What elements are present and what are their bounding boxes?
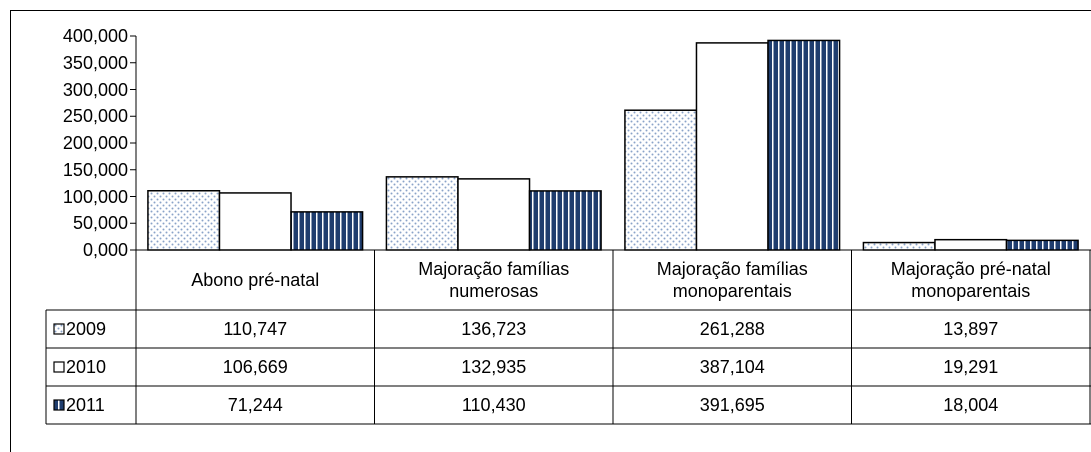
bar — [528, 190, 602, 251]
y-tick-label: 350,000 — [62, 52, 128, 73]
legend-label: 2011 — [66, 395, 105, 415]
chart-border — [10, 10, 1091, 452]
y-tick-label: 250,000 — [62, 106, 128, 127]
y-tick-label: 100,000 — [62, 186, 128, 207]
table-cell: 19,291 — [943, 357, 999, 377]
legend-label: 2010 — [66, 357, 107, 377]
table-cell: 110,747 — [223, 319, 288, 339]
table-cell: 132,935 — [461, 357, 527, 377]
y-tick-label: 200,000 — [62, 133, 128, 153]
legend-label: 2009 — [66, 319, 107, 339]
legend-key — [53, 323, 65, 335]
table-cell: 71,244 — [227, 395, 283, 415]
legend-key — [53, 399, 65, 411]
bar — [695, 42, 769, 251]
x-tick-label: Majoração famílias monoparentais — [656, 259, 808, 301]
x-tick-label: Majoração famílias numerosas — [418, 259, 570, 301]
bar — [624, 109, 698, 251]
x-tick-label: Majoração pré-natal monoparentais — [890, 259, 1051, 301]
bar — [290, 211, 364, 251]
legend-key — [53, 361, 65, 373]
bar — [385, 176, 459, 251]
bar — [218, 192, 292, 251]
x-tick-label: Abono pré-natal — [191, 270, 320, 290]
bar — [147, 190, 221, 251]
bar — [934, 238, 1008, 251]
bar — [767, 39, 841, 251]
table-cell: 136,723 — [461, 319, 527, 339]
table-cell: 261,288 — [699, 319, 765, 339]
table-cell: 387,104 — [699, 357, 765, 377]
table-cell: 18,004 — [943, 395, 999, 415]
y-tick-label: 300,000 — [62, 79, 128, 100]
bar — [457, 178, 531, 251]
y-tick-label: 0,000 — [82, 240, 128, 260]
table-cell: 110,430 — [461, 395, 526, 415]
table-cell: 13,897 — [943, 319, 999, 339]
bar — [1005, 239, 1079, 251]
table-cell: 106,669 — [222, 357, 288, 377]
bar — [862, 241, 936, 251]
y-tick-label: 50,000 — [72, 213, 128, 234]
y-tick-label: 150,000 — [62, 159, 128, 180]
y-tick-label: 400,000 — [62, 26, 128, 46]
table-cell: 391,695 — [699, 395, 765, 415]
